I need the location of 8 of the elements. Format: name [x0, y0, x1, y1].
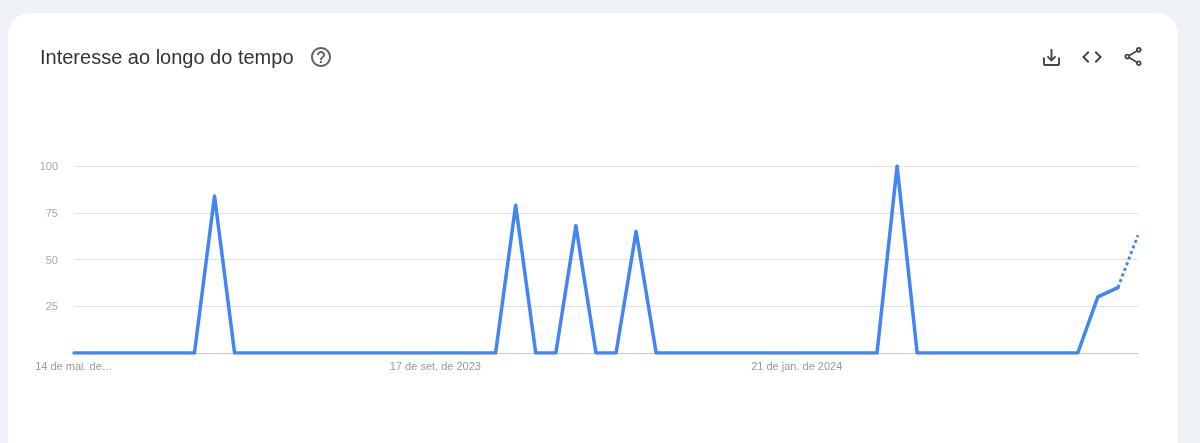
y-tick-label: 75 [45, 206, 58, 219]
y-tick-label: 100 [39, 160, 58, 172]
chart-title: Interesse ao longo do tempo [40, 45, 294, 69]
x-tick-label: 17 de set. de 2023 [389, 359, 481, 372]
x-tick-label: 14 de mai. de… [35, 359, 113, 372]
y-tick-label: 25 [45, 300, 58, 313]
x-tick-label: 21 de jan. de 2024 [751, 359, 843, 372]
y-tick-label: 50 [45, 253, 58, 266]
